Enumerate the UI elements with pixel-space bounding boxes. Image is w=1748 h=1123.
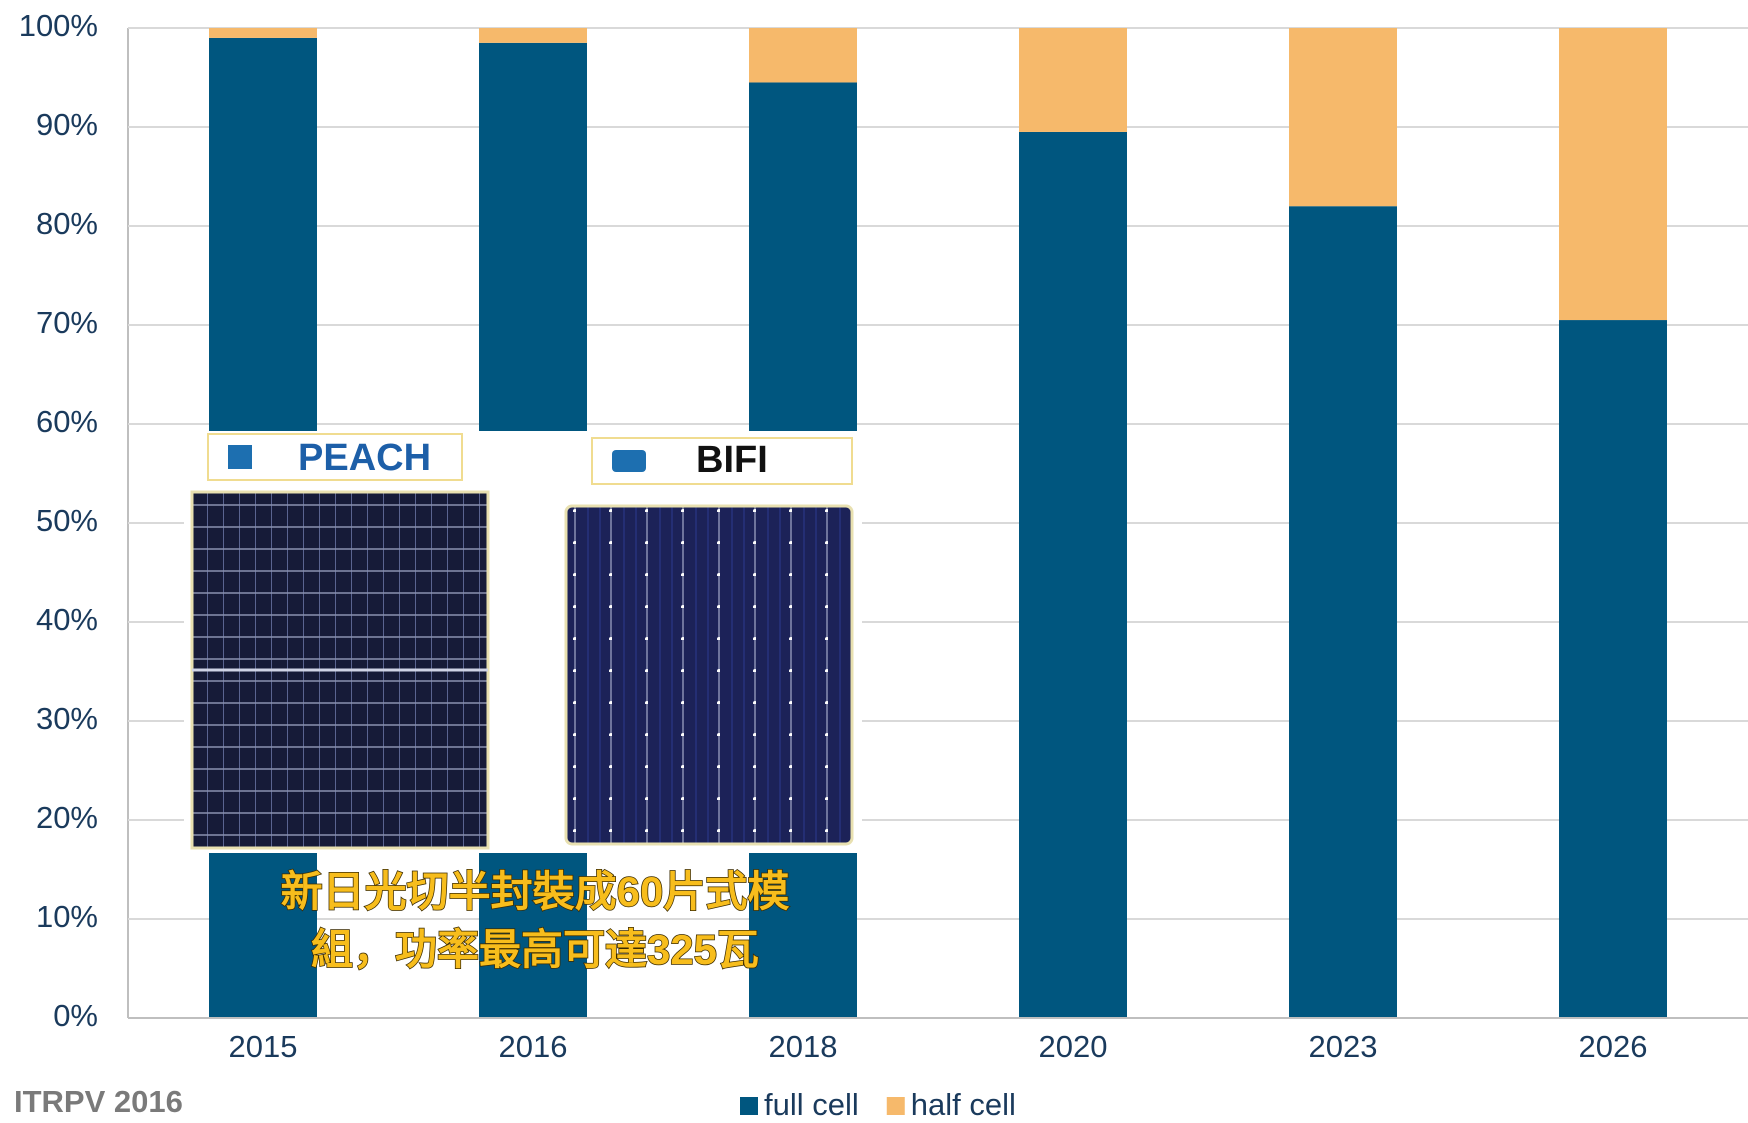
x-tick-label: 2023 [1309,1029,1378,1064]
y-tick-label: 80% [36,206,98,241]
x-tick-label: 2026 [1579,1029,1648,1064]
legend-swatch [887,1097,905,1115]
bar-segment [1289,206,1397,1018]
bar-segment [1559,28,1667,320]
bar-segment [479,28,587,43]
bar-segment [1019,28,1127,132]
y-tick-label: 20% [36,800,98,835]
y-tick-label: 60% [36,404,98,439]
logo-label: BIFI [696,439,768,481]
panel-photo [566,506,852,844]
logo-label: PEACH [298,437,431,479]
x-tick-label: 2018 [769,1029,838,1064]
x-tick-label: 2016 [499,1029,568,1064]
y-tick-label: 30% [36,701,98,736]
caption: 新日光切半封裝成60片式模 [281,868,790,915]
x-tick-label: 2020 [1039,1029,1108,1064]
y-tick-label: 100% [19,8,98,43]
y-tick-label: 40% [36,602,98,637]
source: ITRPV 2016 [14,1084,183,1119]
chart: 0% 10% 20% 30% 40% 50% 60% 70% 80% 90% 100% 2015 201… [0,0,1748,1123]
caption: 組，功率最高可達325瓦 [311,926,759,973]
bar-segment [1019,132,1127,1018]
bar-segment [209,28,317,38]
x-tick-label: 2015 [229,1029,298,1064]
bar-segment [1289,28,1397,206]
y-tick-label: 10% [36,899,98,934]
y-tick-label: 70% [36,305,98,340]
legend-label: half cell [911,1087,1016,1122]
bar-segment [1559,320,1667,1018]
logo-icon [228,445,252,469]
y-tick-label: 0% [53,998,98,1033]
photo-inset: PEACH BIFI 新日光切半封裝成60片式模 組，功率最高可達325瓦 [184,431,862,973]
y-tick-label: 50% [36,503,98,538]
legend-swatch [740,1097,758,1115]
logo-icon [612,450,646,472]
y-tick-label: 90% [36,107,98,142]
legend-label: full cell [764,1087,859,1122]
bar-segment [749,28,857,82]
